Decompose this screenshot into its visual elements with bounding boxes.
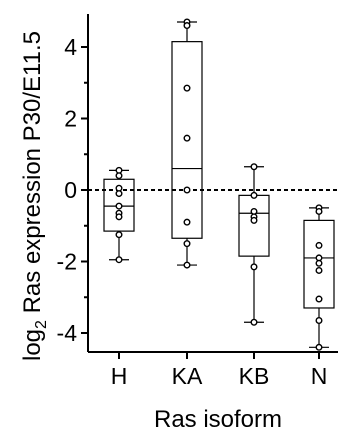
data-point — [183, 186, 191, 194]
data-point — [183, 218, 191, 226]
data-point — [250, 263, 258, 271]
y-tick-label: -2 — [57, 249, 77, 275]
box-iqr — [171, 41, 203, 239]
box-group-n — [303, 204, 335, 351]
y-tick-label: 4 — [64, 34, 77, 60]
x-tick-label: H — [111, 363, 128, 389]
y-axis-title-suffix: Ras expression P30/E11.5 — [19, 31, 46, 320]
box-iqr — [103, 178, 135, 232]
x-axis: H KA KB N — [88, 351, 338, 389]
y-axis-title-subscript: 2 — [33, 320, 50, 329]
data-point — [115, 231, 123, 239]
box-group-kb — [238, 163, 270, 326]
data-point — [250, 318, 258, 326]
box-group-ka — [171, 18, 203, 269]
y-axis-title-prefix: log — [19, 329, 46, 361]
data-point — [315, 295, 323, 303]
y-axis-title: log2 Ras expression P30/E11.5 — [19, 31, 50, 361]
data-point — [250, 191, 258, 199]
data-point — [115, 213, 123, 221]
box-iqr — [303, 219, 335, 309]
y-tick-label: 2 — [64, 106, 77, 132]
data-point — [315, 316, 323, 324]
data-point — [183, 134, 191, 142]
x-tick-label: KB — [239, 363, 270, 389]
data-point — [315, 241, 323, 249]
data-point — [183, 84, 191, 92]
data-point — [315, 207, 323, 215]
data-point — [183, 240, 191, 248]
data-point — [115, 172, 123, 180]
y-tick-label: 0 — [64, 177, 77, 203]
box-iqr — [238, 194, 270, 257]
x-axis-title: Ras isoform — [154, 406, 282, 433]
data-point — [115, 190, 123, 198]
data-point — [315, 259, 323, 267]
data-point — [183, 261, 191, 269]
data-point — [250, 216, 258, 224]
y-axis: -4 -2 0 2 4 — [57, 14, 89, 352]
y-tick-label: -4 — [57, 320, 78, 346]
data-point — [250, 163, 258, 171]
boxes — [103, 18, 335, 351]
x-tick-label: KA — [172, 363, 203, 389]
x-tick-label: N — [311, 363, 328, 389]
data-point — [115, 202, 123, 210]
box-group-h — [103, 166, 135, 264]
data-point — [183, 22, 191, 30]
data-point — [315, 266, 323, 274]
data-point — [115, 256, 123, 264]
data-point — [315, 343, 323, 351]
